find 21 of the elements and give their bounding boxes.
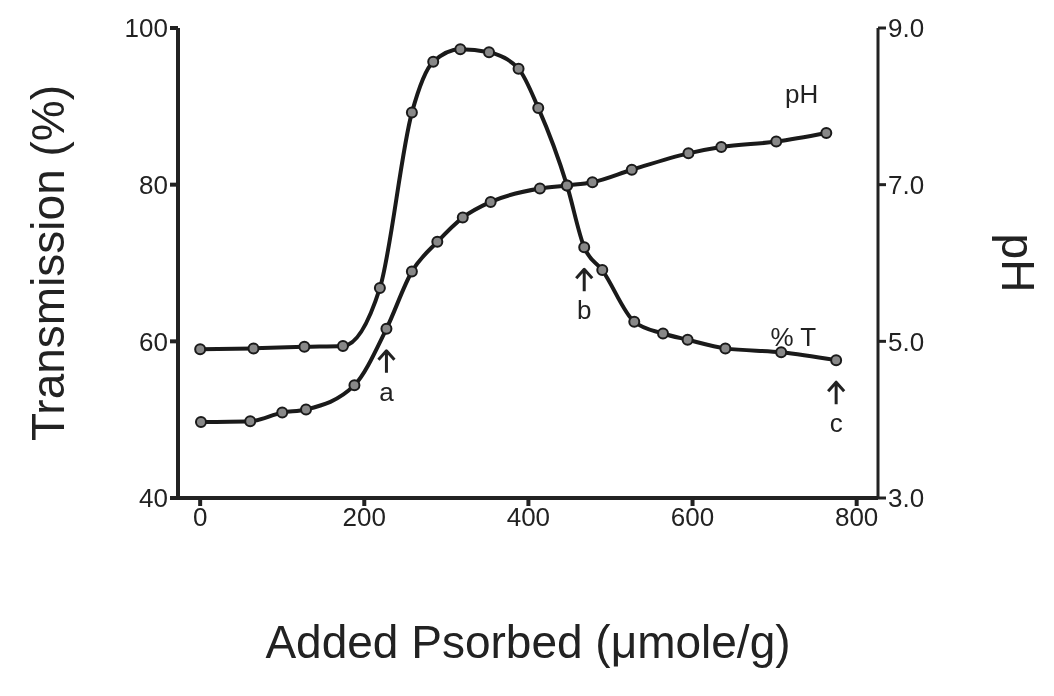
y-tick-label: 60	[139, 326, 168, 357]
annotation: c	[829, 408, 843, 439]
series-label: % T	[770, 322, 817, 353]
x-tick-label: 800	[834, 502, 879, 533]
y2-tick-label: 9.0	[888, 13, 925, 44]
y2-tick-label: 7.0	[888, 169, 925, 200]
y-axis-title: Transmission (%)	[22, 84, 75, 442]
y-tick-label: 40	[139, 483, 168, 514]
x-axis-title: Added Psorbed (μmole/g)	[265, 616, 791, 668]
y2-axis-title: pH	[991, 233, 1044, 293]
y-tick-label: 80	[139, 169, 168, 200]
x-tick-label: 600	[670, 502, 715, 533]
x-tick-label: 0	[192, 502, 208, 533]
annotation: a	[379, 376, 395, 407]
y2-tick-label: 3.0	[888, 483, 925, 514]
annotation: b	[576, 295, 592, 326]
x-tick-label: 400	[506, 502, 551, 533]
x-tick-label: 200	[342, 502, 386, 533]
y-tick-label: 100	[124, 13, 168, 44]
series-label: pH	[785, 78, 819, 109]
y2-tick-label: 5.0	[888, 326, 925, 357]
